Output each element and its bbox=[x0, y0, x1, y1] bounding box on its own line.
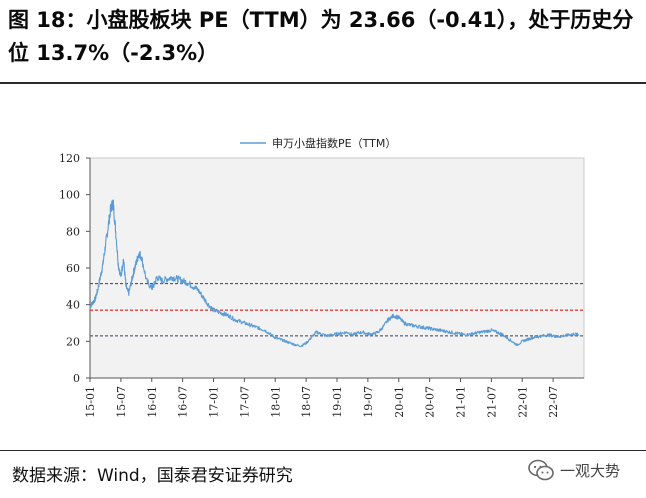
figure-title: 图 18：小盘股板块 PE（TTM）为 23.66（-0.41），处于历史分位 … bbox=[8, 8, 634, 65]
plot-area bbox=[89, 157, 585, 379]
x-tick-label: 17-07 bbox=[238, 386, 251, 418]
y-tick-label: 40 bbox=[66, 299, 80, 312]
x-tick-label: 20-01 bbox=[393, 386, 406, 418]
x-tick-label: 21-01 bbox=[455, 386, 468, 418]
x-tick-label: 21-07 bbox=[485, 386, 498, 418]
y-tick-label: 60 bbox=[66, 262, 80, 275]
series-line bbox=[89, 199, 580, 348]
legend-label: 申万小盘指数PE（TTM） bbox=[272, 136, 396, 150]
data-source: 数据来源：Wind，国泰君安证券研究 bbox=[12, 466, 293, 486]
wechat-icon bbox=[528, 459, 554, 481]
x-tick-label: 18-07 bbox=[300, 386, 313, 418]
x-tick-label: 19-07 bbox=[362, 386, 375, 418]
x-tick-label: 22-01 bbox=[516, 386, 529, 418]
x-tick-label: 15-01 bbox=[84, 386, 97, 418]
y-tick-label: 80 bbox=[66, 225, 80, 238]
pe-line-chart: 0 20 40 60 80 100 120 15-01 15-07 16-01 16-07 17-01… bbox=[59, 136, 585, 418]
y-tick-label: 0 bbox=[73, 372, 80, 385]
x-tick-label: 22-07 bbox=[547, 386, 560, 418]
title-divider bbox=[0, 82, 646, 84]
x-tick-label: 20-07 bbox=[424, 386, 437, 418]
x-tick-label: 16-01 bbox=[146, 386, 159, 418]
x-tick-label: 15-07 bbox=[115, 386, 128, 418]
watermark-text: 一观大势 bbox=[560, 461, 621, 480]
y-tick-label: 120 bbox=[59, 152, 80, 165]
footer-divider bbox=[0, 450, 646, 451]
x-tick-label: 17-01 bbox=[208, 386, 221, 418]
x-tick-label: 16-07 bbox=[177, 386, 190, 418]
watermark: 一观大势 bbox=[528, 459, 620, 481]
x-tick-label: 18-01 bbox=[269, 386, 282, 418]
x-tick-label: 19-01 bbox=[331, 386, 344, 418]
y-tick-label: 20 bbox=[66, 335, 80, 348]
y-tick-label: 100 bbox=[59, 189, 80, 202]
